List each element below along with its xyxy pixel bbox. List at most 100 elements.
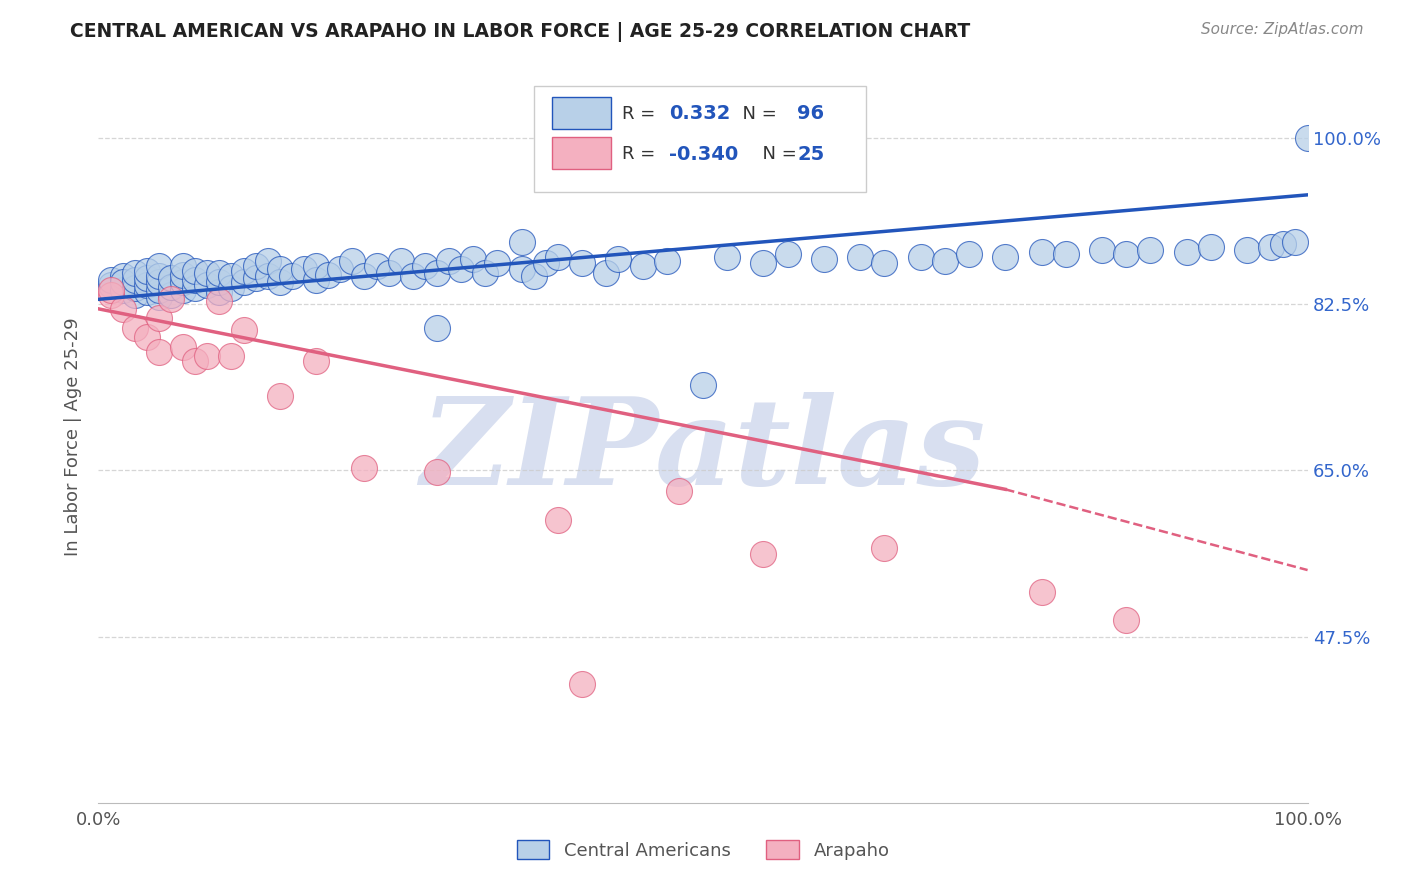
Point [221,349,243,363]
Y-axis label: In Labor Force | Age 25-29: In Labor Force | Age 25-29 [65,318,83,557]
Point [232,275,254,289]
Point [1031,585,1053,599]
Text: -0.340: -0.340 [669,145,738,163]
Point [172,268,194,282]
Point [124,273,146,287]
Point [366,259,388,273]
Point [124,281,146,295]
Point [111,275,134,289]
Point [111,268,134,283]
Point [450,262,472,277]
Point [1091,243,1114,257]
Point [184,281,207,295]
Point [510,235,533,250]
Text: 0.332: 0.332 [669,104,731,123]
Point [148,290,170,304]
Point [124,266,146,280]
Text: R =: R = [621,104,661,123]
Point [849,250,872,264]
Point [934,254,956,268]
Point [292,262,315,277]
Point [994,250,1017,264]
Point [160,293,183,307]
Point [135,330,157,344]
Point [957,246,980,260]
Point [655,254,678,268]
Point [124,287,146,301]
Point [595,266,617,280]
Point [1272,237,1295,252]
Point [547,513,569,527]
Point [221,268,243,283]
Point [269,275,291,289]
Point [716,250,738,264]
Point [172,259,194,273]
Point [148,275,170,289]
Point [1199,240,1222,254]
Point [1296,131,1319,145]
Point [426,266,449,280]
Point [1236,243,1258,257]
Point [437,254,460,268]
Point [184,264,207,278]
Point [1054,246,1077,260]
Point [305,259,328,273]
Point [342,254,364,268]
Point [305,354,328,368]
Point [111,283,134,297]
Point [148,259,170,273]
FancyBboxPatch shape [551,97,612,129]
Point [353,461,375,475]
Point [752,256,775,270]
Point [752,547,775,561]
Text: ZIPatlas: ZIPatlas [420,392,986,511]
Point [486,256,509,270]
Text: 25: 25 [797,145,824,163]
Text: Source: ZipAtlas.com: Source: ZipAtlas.com [1201,22,1364,37]
Point [1139,243,1161,257]
Point [523,268,546,283]
Point [195,349,218,363]
Point [160,287,183,301]
Point [148,311,170,326]
Point [1284,235,1306,250]
Point [172,283,194,297]
Point [377,266,399,280]
Point [873,541,896,556]
Point [813,252,835,267]
Point [160,280,183,294]
Point [232,323,254,337]
Point [135,285,157,299]
Point [1115,246,1137,260]
Point [100,278,122,293]
Text: N =: N = [751,145,803,163]
Point [329,262,352,277]
Point [692,377,714,392]
Point [172,340,194,354]
Point [148,283,170,297]
Text: CENTRAL AMERICAN VS ARAPAHO IN LABOR FORCE | AGE 25-29 CORRELATION CHART: CENTRAL AMERICAN VS ARAPAHO IN LABOR FOR… [70,22,970,42]
Point [100,283,122,297]
Point [510,262,533,277]
Point [571,677,593,691]
Text: N =: N = [731,104,782,123]
Point [463,252,485,267]
Point [668,484,690,499]
Point [160,271,183,285]
Point [208,294,231,309]
Legend: Central Americans, Arapaho: Central Americans, Arapaho [509,833,897,867]
Point [208,285,231,299]
Point [269,262,291,277]
Point [184,273,207,287]
Point [184,354,207,368]
Point [135,271,157,285]
Point [305,273,328,287]
Point [208,275,231,289]
Point [426,321,449,335]
Point [256,254,278,268]
Point [281,268,304,283]
Point [245,271,267,285]
Point [100,273,122,287]
Point [269,389,291,403]
Point [402,268,425,283]
